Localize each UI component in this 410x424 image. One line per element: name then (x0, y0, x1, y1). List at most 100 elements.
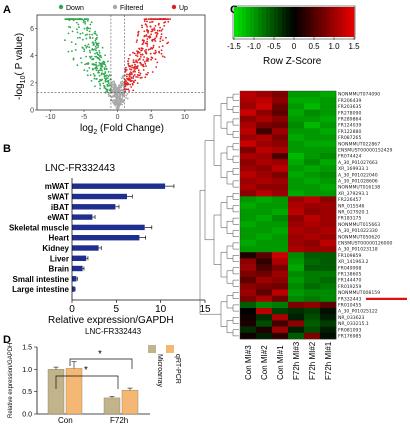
heatmap-cell (288, 270, 305, 278)
heatmap-cell (272, 301, 289, 309)
dendrogram-branch (232, 131, 239, 138)
dendrogram-branch (232, 317, 239, 324)
heatmap-cell (320, 233, 337, 241)
volcano-point (159, 18, 161, 20)
heatmap-cell (304, 283, 321, 290)
volcano-point (113, 80, 116, 83)
heatmap-cell (288, 277, 305, 284)
heatmap-cell (288, 308, 305, 315)
volcano-point (92, 57, 94, 60)
heatmap-cell (320, 97, 337, 104)
volcano-point (140, 49, 143, 52)
volcano-point (144, 42, 147, 45)
volcano-point (84, 34, 87, 36)
tissue-bar (72, 193, 127, 200)
heatmap-row-label: FR109859 (338, 253, 361, 259)
volcano-point (98, 80, 100, 83)
volcano-point (94, 55, 96, 58)
volcano-point (149, 48, 152, 50)
bar-chart-b-title: LNC-FR332443 (45, 163, 115, 174)
volcano-point (92, 67, 94, 70)
volcano-point (144, 76, 147, 79)
heatmap-cell (288, 109, 305, 117)
dendrogram-branch (232, 230, 239, 237)
colorbar-segment (286, 7, 291, 37)
volcano-point (89, 74, 92, 76)
volcano-point (95, 47, 98, 49)
volcano-point (91, 37, 94, 39)
volcano-point (90, 55, 93, 58)
volcano-point (114, 101, 117, 104)
heatmap-cell (288, 326, 305, 334)
volcano-point (86, 18, 88, 20)
volcano-point (135, 41, 138, 43)
heatmap-cell (256, 233, 273, 241)
heatmap-cell (320, 171, 337, 179)
bar-b-x-tick-label: 5 (114, 304, 120, 315)
heatmap-cell (240, 289, 257, 296)
colorbar-title: Row Z-Score (263, 56, 322, 67)
sig-star-microarray: * (84, 365, 88, 376)
volcano-point (146, 43, 149, 45)
colorbar-segment (266, 7, 271, 37)
heatmap-cell (272, 270, 289, 278)
heatmap-cell (320, 122, 337, 129)
volcano-point (115, 92, 117, 95)
volcano-point (99, 84, 102, 87)
heatmap-cell (272, 239, 289, 247)
heatmap-cell (320, 177, 337, 185)
panel-c: C -1.5 -1.0 -0.5 0 0.5 1.0 1.5 Row Z-Score NON… (199, 4, 407, 380)
heatmap-cell (272, 283, 289, 290)
heatmap-cell (320, 91, 337, 98)
volcano-point (154, 58, 157, 61)
colorbar-segment (254, 7, 259, 37)
volcano-point (81, 46, 84, 49)
heatmap-cell (320, 308, 337, 315)
volcano-point (145, 52, 148, 55)
heatmap-cell (272, 289, 289, 296)
volcano-point (104, 65, 107, 68)
colorbar-segment (290, 7, 295, 37)
volcano-point (158, 29, 161, 32)
volcano-point (126, 97, 129, 100)
volcano-point (95, 65, 98, 68)
volcano-point (84, 20, 86, 23)
volcano-point (78, 26, 80, 28)
heatmap-cell (288, 146, 305, 154)
volcano-point (140, 47, 143, 49)
volcano-point (135, 54, 137, 57)
heatmap-cell (240, 134, 257, 141)
volcano-point (147, 71, 149, 74)
volcano-point (95, 78, 98, 80)
volcano-point (146, 28, 149, 31)
volcano-point (142, 43, 144, 45)
legend-qrtpcr-swatch (166, 345, 174, 353)
heatmap-cell (272, 171, 289, 179)
panel-label-b: B (3, 143, 11, 155)
volcano-point (80, 61, 83, 64)
heatmap-cell (288, 140, 305, 148)
heatmap-cell (240, 159, 257, 166)
volcano-point (83, 69, 86, 71)
volcano-point (94, 30, 97, 33)
heatmap-cell (304, 171, 321, 179)
volcano-point (119, 91, 122, 94)
heatmap-row-labels: NONMMUT074090FR206439FR203635FR278090FR2… (338, 92, 407, 340)
heatmap-cell (320, 115, 337, 123)
heatmap-cell (240, 146, 257, 154)
heatmap-cell (304, 289, 321, 296)
volcano-point (75, 21, 78, 24)
heatmap-row-label: NONMMUT015663 (338, 222, 380, 228)
volcano-point (91, 48, 94, 50)
heatmap-cell (320, 326, 337, 334)
heatmap-cell (240, 320, 257, 327)
dendrogram-branch (232, 304, 239, 312)
volcano-point (149, 52, 152, 55)
volcano-point (116, 105, 119, 107)
volcano-point (145, 48, 148, 51)
heatmap-row-label: NONMMUT016138 (338, 185, 380, 191)
volcano-point (96, 67, 99, 70)
heatmap-cell (304, 301, 321, 309)
volcano-point (104, 63, 106, 66)
volcano-point (107, 75, 110, 78)
